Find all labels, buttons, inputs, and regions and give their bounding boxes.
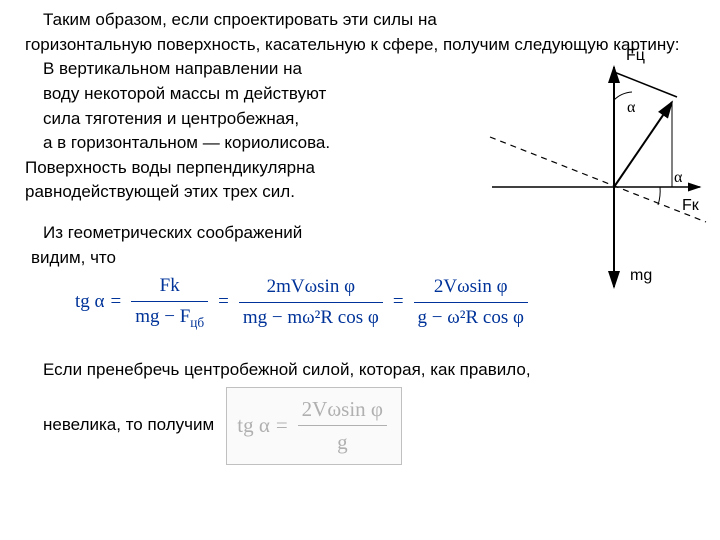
math-lhs: tg α — [237, 410, 270, 440]
frac-den-part: mg − F — [135, 306, 190, 327]
formula-boxed: tg α = 2Vωsin φ g — [226, 387, 402, 465]
math-lhs: tg α — [75, 288, 104, 316]
paragraph-line: Таким образом, если спроектировать эти с… — [25, 8, 695, 33]
frac-num: 2Vωsin φ — [298, 394, 387, 425]
fraction-final: 2Vωsin φ g — [298, 394, 387, 458]
fraction-1: Fk mg − Fцб — [131, 272, 208, 332]
equals-sign: = — [110, 288, 121, 316]
fraction-2: 2mVωsin φ mg − mω²R cos φ — [239, 273, 383, 331]
equals-sign: = — [218, 288, 229, 316]
frac-den-sub: цб — [190, 315, 204, 330]
label-mg: mg — [630, 267, 652, 284]
paragraph-line: Если пренебречь центробежной силой, кото… — [25, 358, 695, 383]
force-diagram: Fц Fк mg α α — [482, 42, 712, 302]
label-Fk: Fк — [682, 197, 700, 214]
equals-sign: = — [393, 288, 404, 316]
paragraph-line: невелика, то получим — [25, 413, 214, 438]
label-alpha-top: α — [627, 99, 636, 116]
frac-den: g − ω²R cos φ — [414, 303, 528, 332]
frac-den: mg − Fцб — [131, 302, 208, 332]
frac-num: Fk — [156, 272, 184, 301]
label-alpha-bottom: α — [674, 169, 683, 186]
frac-den: g — [333, 426, 352, 457]
frac-num: 2mVωsin φ — [263, 273, 359, 302]
equals-sign: = — [276, 410, 288, 440]
frac-den: mg − mω²R cos φ — [239, 303, 383, 332]
label-Fc: Fц — [626, 47, 645, 64]
